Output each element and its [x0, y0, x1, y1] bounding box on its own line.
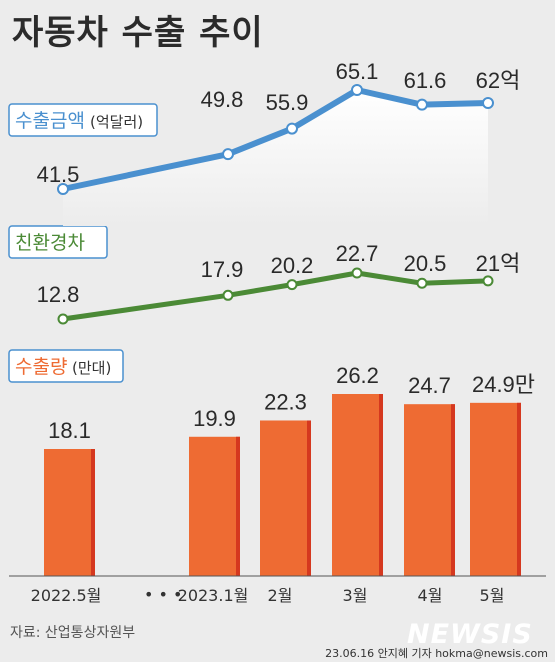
export-amount-label: 수출금액 (억달러): [8, 103, 158, 137]
eco-car-point: [416, 277, 428, 289]
export-volume-bar: [404, 404, 455, 576]
export-amount-point: [222, 148, 234, 161]
export-volume-value-label: 24.9만: [472, 372, 535, 397]
eco-car-point: [286, 279, 298, 291]
export-volume-bar: [44, 449, 95, 576]
export-volume-value-label: 24.7: [408, 373, 451, 398]
eco-car-value-label: 22.7: [336, 241, 379, 266]
export-amount-point: [351, 84, 363, 96]
x-axis-break: • • •: [144, 585, 182, 604]
eco-car-point: [351, 267, 363, 279]
export-amount-point: [482, 97, 494, 110]
export-volume-label-text: 수출량: [15, 356, 67, 378]
export-amount-value-label: 65.1: [336, 59, 379, 84]
export-volume-value-label: 18.1: [48, 418, 91, 443]
x-tick-label: 2023.1월: [178, 586, 249, 605]
export-amount-point: [416, 98, 428, 111]
export-amount-value-label: 61.6: [404, 68, 447, 93]
export-volume-value-label: 22.3: [264, 389, 307, 414]
source-note: 자료: 산업통상자원부: [10, 625, 135, 641]
export-amount-value-label: 41.5: [37, 162, 80, 187]
export-volume-bar-edge: [91, 449, 95, 576]
export-amount-line: [60, 87, 491, 192]
eco-car-point: [222, 289, 234, 301]
export-amount-series: 41.5 49.8 55.9 65.1 61.6 62억: [37, 59, 521, 226]
export-volume-bar-edge: [236, 436, 240, 576]
export-amount-value-label: 49.8: [201, 87, 244, 112]
eco-car-value-label: 20.2: [271, 253, 314, 278]
export-amount-value-label: 55.9: [266, 90, 309, 115]
eco-car-series: 12.8 17.9 20.2 22.7 20.5 21억: [37, 241, 521, 325]
eco-car-value-label: 12.8: [37, 282, 80, 307]
logo-text: NEWSIS: [407, 619, 533, 650]
export-volume-bar-edge: [379, 394, 383, 576]
x-tick-label: 2월: [268, 586, 293, 605]
eco-car-label-text: 친환경차: [15, 232, 85, 254]
export-volume-bar-edge: [451, 404, 455, 576]
credit-line: 23.06.16 안지혜 기자 hokma@newsis.com: [325, 647, 548, 660]
x-tick-label: 2022.5월: [31, 586, 102, 605]
export-volume-bar: [332, 394, 383, 576]
export-volume-unit: (만대): [72, 359, 111, 377]
export-volume-bar: [189, 436, 240, 576]
x-tick-label: 4월: [418, 586, 443, 605]
eco-car-value-label: 21억: [476, 251, 521, 276]
export-amount-point: [57, 183, 69, 195]
export-amount-label-text: 수출금액: [15, 110, 85, 132]
eco-car-point: [57, 313, 69, 325]
export-volume-bar-edge: [307, 420, 311, 576]
newsis-logo: NEWSIS: [407, 619, 533, 650]
export-volume-bar: [470, 402, 521, 576]
x-axis: 2022.5월 2023.1월 2월 3월 4월 5월: [9, 575, 546, 605]
eco-car-value-label: 20.5: [404, 251, 447, 276]
export-volume-value-label: 26.2: [336, 363, 379, 388]
eco-car-point: [482, 275, 494, 287]
chart-title: 자동차 수출 추이: [12, 13, 264, 53]
x-tick-label: 3월: [343, 586, 368, 605]
export-amount-value-label: 62억: [476, 68, 521, 93]
export-volume-value-label: 19.9: [193, 406, 236, 431]
export-volume-label: 수출량 (만대): [8, 349, 124, 383]
export-amount-area: [63, 90, 488, 226]
eco-car-line: [60, 270, 491, 322]
export-volume-bar-edge: [517, 402, 521, 576]
eco-car-label: 친환경차: [8, 225, 108, 259]
export-amount-unit: (억달러): [90, 113, 143, 131]
eco-car-value-label: 17.9: [201, 257, 244, 282]
x-tick-label: 5월: [480, 586, 505, 605]
export-volume-bars: 18.1 19.9 22.3 26.2 24.7 24.9만: [44, 363, 535, 576]
export-amount-point: [286, 122, 298, 135]
export-volume-bar: [260, 420, 311, 576]
